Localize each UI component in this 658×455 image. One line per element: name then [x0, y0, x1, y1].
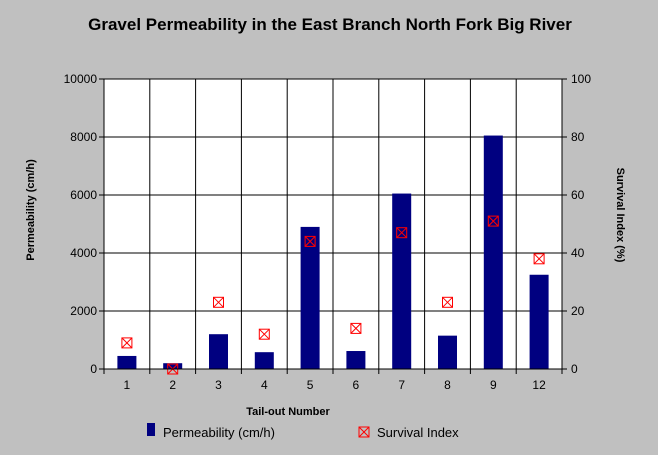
x-tick-label: 12: [532, 378, 546, 392]
marker-square: [350, 322, 362, 334]
x-tick-label: 3: [215, 378, 222, 392]
survival-index-point: [213, 296, 224, 308]
marker-square: [304, 235, 316, 247]
y2-tick-label: 80: [571, 130, 585, 144]
survival-index-point: [121, 337, 133, 349]
legend: Permeability (cm/h) Survival Index: [147, 423, 459, 440]
marker-cross: [396, 227, 408, 239]
y2-tick-label: 20: [571, 304, 585, 318]
legend-marker-glyph: [358, 426, 370, 438]
x-tick-label: 1: [124, 378, 131, 392]
x-axis-title: Tail-out Number: [246, 406, 330, 418]
legend-permeability-label: Permeability (cm/h): [163, 425, 275, 440]
survival-index-point: [442, 296, 453, 308]
marker-square: [213, 296, 224, 308]
x-tick-label: 4: [261, 378, 268, 392]
y-tick-label: 2000: [70, 304, 97, 318]
permeability-bar: [163, 363, 183, 369]
marker-square: [487, 215, 499, 227]
permeability-bar: [483, 135, 503, 369]
chart-title: Gravel Permeability in the East Branch N…: [88, 15, 572, 34]
left-axis-ticks: 0 2000 4000 6000 8000 10000: [64, 72, 104, 376]
y-axis-title: Permeability (cm/h): [25, 159, 37, 261]
y-tick-label: 10000: [64, 72, 98, 86]
y-tick-label: 8000: [70, 130, 97, 144]
permeability-bar: [117, 355, 137, 369]
x-tick-label: 5: [307, 378, 314, 392]
marker-cross: [358, 426, 370, 438]
permeability-bar: [392, 193, 412, 369]
right-axis-ticks: 0 20 40 60 80 100: [562, 72, 591, 376]
survival-index-point: [258, 328, 270, 340]
y-tick-label: 4000: [70, 246, 97, 260]
x-tick-label: 2: [169, 378, 176, 392]
marker-cross: [258, 328, 270, 340]
marker-square: [396, 227, 408, 239]
marker-square: [533, 253, 545, 265]
x-tick-label: 6: [353, 378, 360, 392]
marker-cross: [533, 253, 545, 265]
survival-index-point: [304, 235, 316, 247]
legend-permeability-swatch: [147, 423, 155, 436]
permeability-bar: [209, 334, 228, 369]
y2-axis-title: Survival Index (%): [614, 168, 626, 263]
survival-index-markers: [121, 215, 545, 375]
y-tick-label: 0: [90, 362, 97, 376]
marker-square: [258, 328, 270, 340]
marker-cross: [304, 236, 316, 247]
y2-tick-label: 100: [571, 72, 591, 86]
x-tick-label: 9: [490, 378, 497, 392]
x-axis-ticks: 1 2 3 4 5 6 7 8 9 12: [103, 369, 563, 392]
survival-index-point: [396, 227, 408, 239]
marker-square: [442, 296, 453, 308]
survival-index-point: [533, 253, 545, 265]
y2-tick-label: 40: [571, 246, 585, 260]
marker-cross: [121, 337, 133, 349]
permeability-bar: [529, 274, 549, 369]
legend-survival-index-marker: [358, 426, 370, 438]
marker-cross: [442, 296, 453, 308]
x-tick-label: 7: [398, 378, 405, 392]
survival-index-point: [350, 322, 362, 334]
marker-square: [358, 426, 370, 438]
permeability-bar: [438, 335, 457, 369]
permeability-bar: [254, 352, 274, 369]
marker-cross: [350, 323, 362, 334]
legend-survival-index-label: Survival Index: [377, 425, 459, 440]
marker-square: [121, 337, 133, 349]
marker-cross: [487, 215, 499, 227]
y2-tick-label: 60: [571, 188, 585, 202]
y-tick-label: 6000: [70, 188, 97, 202]
marker-cross: [213, 296, 224, 308]
survival-index-point: [487, 215, 499, 227]
x-tick-label: 8: [444, 378, 451, 392]
permeability-bar: [300, 226, 320, 369]
permeability-bar: [346, 351, 366, 369]
y2-tick-label: 0: [571, 362, 578, 376]
